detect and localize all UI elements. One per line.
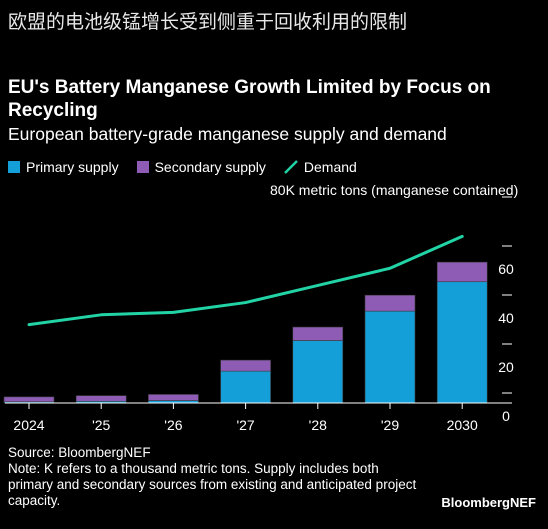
x-tick-label: '25 [92,417,110,433]
definition-note: Note: K refers to a thousand metric tons… [8,461,417,508]
bar-primary-supply [364,310,416,404]
y-tick-label: 60 [498,261,514,277]
legend-swatch-primary [8,161,20,173]
bar-primary-supply [292,340,344,404]
bar-secondary-supply [292,326,344,341]
bar-secondary-supply [3,396,55,403]
y-tick-label: 20 [498,359,514,375]
bar-secondary-supply [364,294,416,312]
bar-primary-supply [436,281,488,404]
legend-label-secondary: Secondary supply [154,159,266,175]
bar-primary-supply [220,370,271,404]
translated-headline: 欧盟的电池级锰增长受到侧重于回收利用的限制 [8,11,408,33]
demand-line [27,234,464,327]
x-tick-label: 2030 [447,417,478,433]
y-axis-unit-label: 80K metric tons (manganese contained) [270,182,519,198]
x-tick-label: 2024 [13,417,44,433]
legend-swatch-secondary [136,161,149,173]
bar-secondary-supply [220,359,271,372]
x-tick-label: '28 [309,417,327,433]
chart-footnote: Source: BloombergNEF Note: K refers to a… [8,445,418,509]
legend-item-demand: Demand [284,159,357,175]
bar-secondary-supply [75,395,127,402]
x-tick-label: '27 [236,417,254,433]
bar-secondary-supply [436,261,488,283]
x-tick-label: '29 [381,417,399,433]
legend-swatch-demand [284,160,298,174]
chart-subtitle: European battery-grade manganese supply … [8,124,447,144]
bar-secondary-supply [148,394,199,401]
chart-title: EU's Battery Manganese Growth Limited by… [8,77,491,121]
chart-legend: Primary supply Secondary supply Demand [8,157,375,177]
y-tick-label: 40 [498,310,514,326]
legend-label-demand: Demand [303,159,357,175]
legend-label-primary: Primary supply [26,159,119,175]
source-note: Source: BloombergNEF [8,445,151,460]
chart-plot: 0 20 40 60 2024 '25 '26 '27 '28 '29 2030 [3,196,514,433]
legend-item-primary: Primary supply [8,159,119,175]
brand-logo: BloombergNEF [441,495,536,510]
x-tick-label: '26 [164,417,182,433]
y-tick-label: 0 [502,408,510,424]
legend-item-secondary: Secondary supply [136,159,266,175]
